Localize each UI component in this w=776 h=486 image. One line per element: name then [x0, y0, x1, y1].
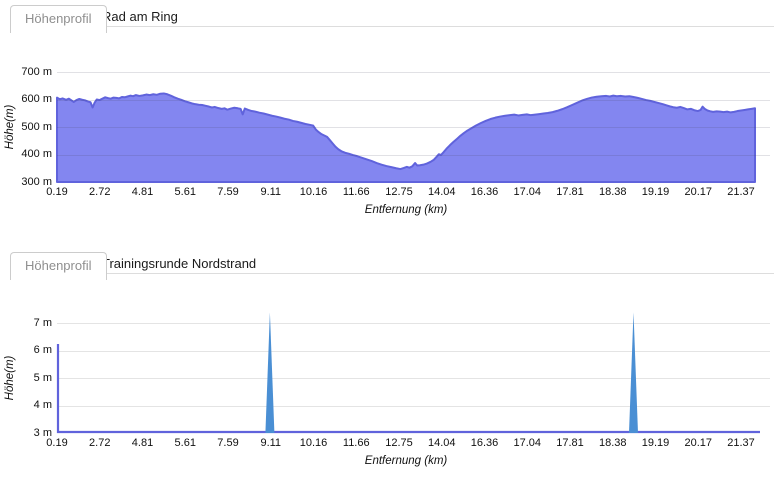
elevation-chart-nordstrand[interactable] — [56, 312, 770, 434]
tabbar-nordstrand: Höhenprofil Trainingsrunde Nordstrand — [0, 247, 776, 281]
x-tick-label: 21.37 — [727, 186, 755, 198]
x-tick-label: 7.59 — [217, 186, 239, 198]
x-tick-label: 0.19 — [46, 186, 68, 198]
tabbar-divider — [10, 273, 774, 274]
x-tick-label: 12.75 — [385, 437, 413, 449]
elevation-area-series — [56, 92, 756, 183]
gridline — [57, 405, 770, 407]
x-tick-label: 11.66 — [342, 437, 370, 449]
y-axis-title-2: Höhe(m) — [4, 355, 16, 401]
x-tick-label: 17.81 — [556, 437, 584, 449]
y-tick-label: 7 m — [33, 316, 52, 329]
x-tick-label: 10.16 — [299, 437, 328, 449]
x-tick-label: 4.81 — [131, 437, 154, 449]
x-axis-title-2: Entfernung (km) — [364, 455, 448, 467]
x-tick-label: 20.17 — [684, 186, 713, 198]
y-tick-label: 500 m — [21, 120, 52, 133]
gridline — [57, 154, 770, 156]
x-tick-label: 0.19 — [46, 437, 68, 449]
x-tick-label: 2.72 — [89, 437, 111, 449]
tab-hoehenprofil-2[interactable]: Höhenprofil — [10, 252, 107, 280]
panel-title-rad-am-ring: Rad am Ring — [102, 9, 178, 24]
elevation-chart-rad-am-ring[interactable] — [56, 72, 770, 183]
y-axis-title-1: Höhe(m) — [4, 104, 16, 150]
x-tick-label: 10.16 — [299, 186, 328, 198]
gridline — [57, 378, 770, 379]
baseline-series — [56, 344, 760, 434]
x-tick-label: 9.11 — [260, 437, 282, 449]
y-tick-label: 400 m — [21, 148, 52, 160]
x-tick-label: 16.36 — [470, 186, 499, 198]
tabbar-rad-am-ring: Höhenprofil Rad am Ring — [0, 0, 776, 34]
x-tick-label: 14.04 — [427, 186, 456, 198]
gridline — [57, 350, 770, 352]
x-tick-label: 4.81 — [131, 186, 154, 198]
x-tick-label: 5.61 — [174, 186, 196, 198]
y-tick-label: 300 m — [21, 175, 52, 188]
x-tick-label: 21.37 — [727, 437, 755, 449]
elevation-spike — [265, 312, 275, 433]
gridline — [57, 323, 770, 324]
y-tick-label: 4 m — [33, 399, 52, 411]
x-tick-label: 2.72 — [89, 186, 111, 198]
x-tick-label: 14.04 — [427, 437, 456, 449]
y-tick-label: 600 m — [21, 93, 52, 105]
x-tick-label: 18.38 — [598, 437, 627, 449]
x-axis-title-1: Entfernung (km) — [364, 204, 448, 216]
x-tick-label: 11.66 — [342, 186, 370, 198]
x-tick-label: 19.19 — [641, 437, 670, 449]
tab-hoehenprofil-1[interactable]: Höhenprofil — [10, 5, 107, 33]
x-tick-label: 17.81 — [556, 186, 584, 198]
y-tick-label: 700 m — [21, 65, 52, 78]
gridline — [57, 72, 770, 73]
x-tick-label: 17.04 — [513, 437, 542, 449]
gridline — [57, 127, 770, 128]
x-tick-label: 20.17 — [684, 437, 713, 449]
x-tick-label: 18.38 — [598, 186, 627, 198]
x-tick-label: 19.19 — [641, 186, 670, 198]
x-tick-label: 16.36 — [470, 437, 499, 449]
x-tick-label: 5.61 — [174, 437, 196, 449]
x-tick-label: 12.75 — [385, 186, 413, 198]
tabbar-divider — [10, 26, 774, 27]
y-tick-label: 3 m — [33, 426, 52, 439]
gridline — [57, 99, 770, 101]
x-axis-labels-1: 0.19 2.72 4.81 5.61 7.59 9.11 10.16 11.66 12.75 1… — [46, 186, 754, 200]
panel-title-nordstrand: Trainingsrunde Nordstrand — [102, 256, 257, 271]
y-tick-label: 5 m — [33, 371, 52, 384]
x-tick-label: 17.04 — [513, 186, 542, 198]
x-tick-label: 7.59 — [217, 437, 239, 449]
elevation-spike — [629, 312, 638, 433]
x-axis-labels-2: 0.19 2.72 4.81 5.61 7.59 9.11 10.16 11.66 12.75 1… — [46, 437, 754, 451]
y-tick-label: 6 m — [33, 344, 52, 356]
x-tick-label: 9.11 — [260, 186, 282, 198]
